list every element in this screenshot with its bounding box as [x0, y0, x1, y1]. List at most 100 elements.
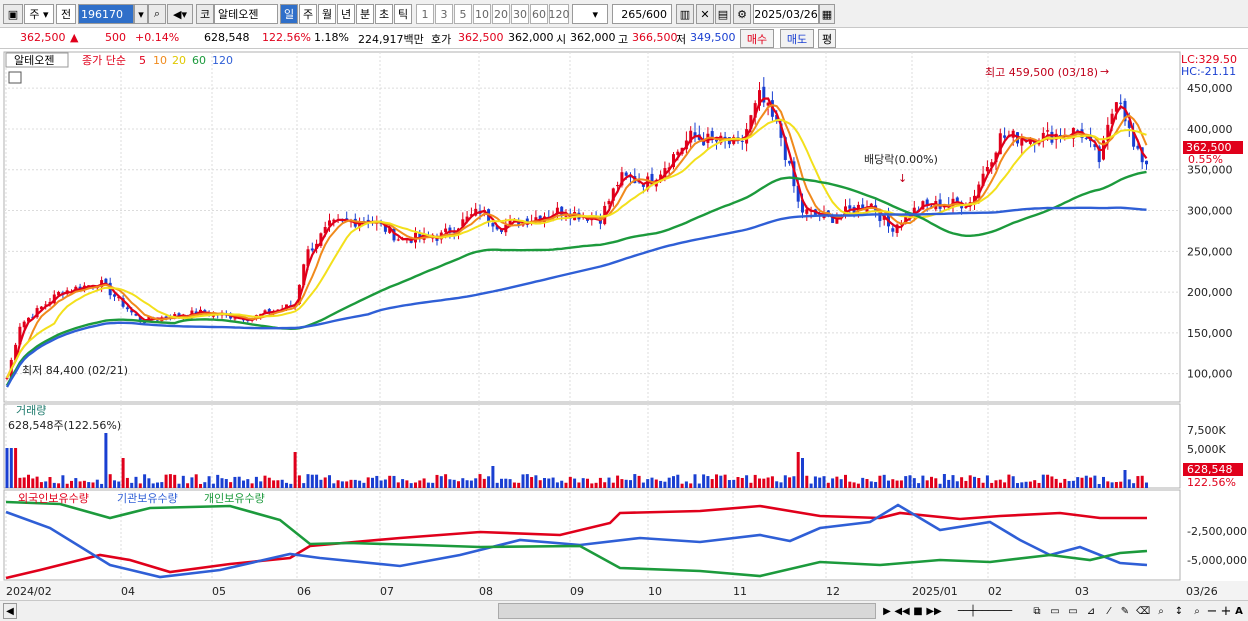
- font-icon[interactable]: A: [1235, 605, 1243, 617]
- volume-bar: [1041, 474, 1045, 488]
- interval-dropdown[interactable]: ▾: [572, 4, 608, 24]
- volume-bar: [598, 477, 602, 488]
- volume-bar: [229, 482, 233, 488]
- candle-body: [891, 228, 895, 232]
- interval-1[interactable]: 1: [416, 4, 434, 24]
- code-dropdown-icon[interactable]: ▾: [134, 4, 148, 24]
- window-icon[interactable]: ▣: [3, 4, 23, 24]
- timeframe-1[interactable]: 주: [299, 4, 317, 24]
- volume-bar: [835, 476, 839, 488]
- open-value: 362,000: [508, 31, 554, 44]
- volume-bar: [637, 475, 641, 488]
- volume-bar: [818, 477, 822, 488]
- draw-icon[interactable]: ⊿: [1086, 605, 1096, 617]
- scroll-left-icon[interactable]: ◀: [3, 603, 17, 619]
- erase-icon[interactable]: ⌫: [1135, 605, 1151, 617]
- volume-bar: [504, 478, 508, 488]
- volume-bar: [697, 483, 701, 488]
- buy-button[interactable]: 매수: [740, 29, 774, 48]
- candle-body: [319, 233, 323, 246]
- candle-body: [418, 233, 422, 239]
- timeframe-4[interactable]: 분: [356, 4, 374, 24]
- volume-bar: [844, 474, 847, 488]
- volume-value-label: 628,548주(122.56%): [8, 419, 121, 432]
- x-axis-end: 03/26: [1186, 585, 1218, 598]
- period-select[interactable]: 주 ▾: [24, 4, 54, 24]
- volume-value: 628,548: [204, 31, 250, 44]
- rewind-icon[interactable]: ◀◀: [894, 605, 910, 617]
- sell-button[interactable]: 매도: [780, 29, 814, 48]
- candle-body: [1145, 160, 1148, 165]
- volume-bar: [469, 480, 473, 488]
- chart-type-icon[interactable]: ▥: [676, 4, 694, 24]
- search-icon[interactable]: ⌕: [148, 4, 166, 24]
- candle-body: [1119, 102, 1123, 104]
- bar-count[interactable]: 265/600: [612, 4, 672, 24]
- timeframe-0[interactable]: 일: [280, 4, 298, 24]
- candle-body: [663, 168, 667, 178]
- zoom-slider[interactable]: ──┼──────: [957, 605, 1013, 617]
- interval-3[interactable]: 3: [435, 4, 453, 24]
- interval-30[interactable]: 30: [511, 4, 529, 24]
- magnify-icon[interactable]: ⌕: [1158, 605, 1164, 617]
- eval-button[interactable]: 평: [818, 29, 836, 48]
- interval-5[interactable]: 5: [454, 4, 472, 24]
- speaker-icon[interactable]: ◀▾: [167, 4, 193, 24]
- volume-bar: [401, 479, 405, 488]
- timeframe-3[interactable]: 년: [337, 4, 355, 24]
- volume-bar: [233, 476, 237, 488]
- x-tick-5: 08: [479, 585, 493, 598]
- window3-icon[interactable]: ▭: [1068, 605, 1078, 617]
- volume-bar: [487, 476, 491, 488]
- stop-icon[interactable]: ■: [913, 605, 923, 617]
- candle-body: [659, 174, 663, 181]
- move-icon[interactable]: ↕: [1174, 605, 1184, 617]
- interval-20[interactable]: 20: [492, 4, 510, 24]
- change-value: 500: [105, 31, 126, 44]
- chart-area[interactable]: →↓ 알테오젠 종가 단순 5 10 20 60 120 LC:329.50 H…: [0, 50, 1248, 600]
- vol-tag-pct: 122.56%: [1187, 476, 1236, 489]
- copy-icon[interactable]: ⧉: [1033, 605, 1041, 617]
- timeframe-5[interactable]: 초: [375, 4, 393, 24]
- zoom-in-icon[interactable]: +: [1220, 603, 1232, 619]
- scroll-thumb[interactable]: [498, 603, 876, 619]
- stock-code-input[interactable]: 196170: [78, 4, 134, 24]
- calendar-icon[interactable]: ▦: [819, 4, 835, 24]
- timeframe-2[interactable]: 월: [318, 4, 336, 24]
- candle-body: [831, 217, 835, 223]
- interval-120[interactable]: 120: [549, 4, 570, 24]
- volume-bar: [87, 482, 91, 488]
- crosshair-icon[interactable]: ✕: [696, 4, 714, 24]
- candle-body: [985, 166, 989, 172]
- timeframe-6[interactable]: 틱: [394, 4, 412, 24]
- zoom-out-icon[interactable]: −: [1206, 603, 1218, 619]
- interval-10[interactable]: 10: [473, 4, 491, 24]
- table-icon[interactable]: [8, 71, 22, 84]
- pen-icon[interactable]: ✎: [1120, 605, 1130, 617]
- volume-bar: [186, 483, 190, 488]
- date-input[interactable]: 2025/03/26: [753, 4, 819, 24]
- volume-bar: [616, 475, 620, 488]
- forward-icon[interactable]: ▶▶: [926, 605, 942, 617]
- volume-bar: [727, 480, 731, 488]
- window2-icon[interactable]: ▭: [1050, 605, 1060, 617]
- volume-bar: [306, 474, 310, 488]
- save-icon[interactable]: ▤: [715, 4, 731, 24]
- interval-60[interactable]: 60: [530, 4, 548, 24]
- prev-button[interactable]: 전: [56, 4, 76, 24]
- volume-panel[interactable]: [5, 433, 1149, 488]
- volume-bar: [672, 476, 675, 488]
- price-panel[interactable]: →↓: [5, 65, 1149, 388]
- volume-bar: [917, 483, 921, 488]
- candle-body: [1140, 147, 1144, 163]
- volume-bar: [44, 481, 48, 488]
- candle-body: [57, 291, 61, 296]
- stock-name[interactable]: 알테오젠: [214, 4, 278, 24]
- line-icon[interactable]: ⁄: [1108, 605, 1110, 617]
- scroll-bar[interactable]: ◀ ▶ ◀◀ ■ ▶▶ ──┼────── ⧉ ▭ ▭ ⊿ ⁄ ✎ ⌫ ⌕ ↕ …: [0, 600, 1248, 621]
- holding-panel[interactable]: [5, 500, 1148, 580]
- search2-icon[interactable]: ⌕: [1194, 605, 1200, 617]
- gear-icon[interactable]: ⚙: [733, 4, 751, 24]
- play-icon[interactable]: ▶: [883, 605, 891, 617]
- volume-bar: [439, 476, 443, 488]
